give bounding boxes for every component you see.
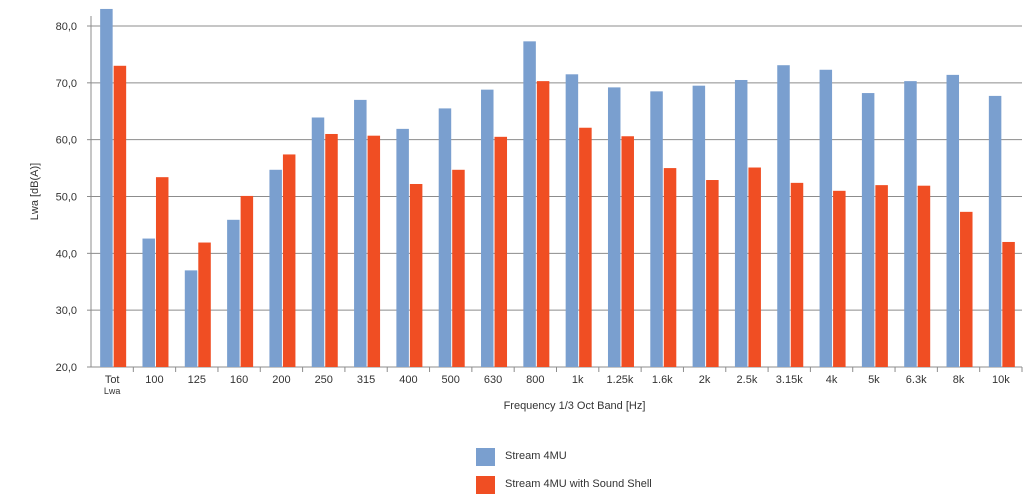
bar-series-2 (155, 177, 169, 367)
bar-series-2 (621, 136, 634, 367)
y-tick-label: 70,0 (56, 78, 77, 90)
x-tick-label: 500 (442, 374, 460, 386)
bar-series-1 (438, 108, 452, 368)
bar-series-1 (819, 69, 833, 368)
bar-series-2 (706, 180, 719, 367)
bar-series-2 (325, 133, 338, 367)
x-tick-label: 2.5k (737, 374, 758, 386)
bar-series-1 (354, 99, 367, 367)
legend-label-series-1: Stream 4MU (505, 450, 567, 462)
bar-series-2 (917, 185, 931, 367)
x-tick-label: 4k (826, 374, 838, 386)
x-tick-label: Tot Lwa (104, 374, 121, 396)
x-tick-label: 400 (399, 374, 417, 386)
x-tick-label: 630 (484, 374, 502, 386)
bar-series-1 (142, 238, 155, 367)
bar-series-1 (311, 117, 325, 367)
bar-series-1 (734, 79, 748, 367)
x-tick-label: 125 (188, 374, 206, 386)
bar-series-1 (481, 89, 494, 368)
bar-series-1 (650, 91, 663, 367)
bar-series-2 (579, 127, 592, 368)
x-tick-label: 200 (272, 374, 290, 386)
bar-series-1 (269, 169, 282, 367)
bar-series-1 (184, 270, 198, 367)
bar-chart: 20,0 30,0 40,0 50,0 60,0 70,0 80,0 Tot Lwa 100 125… (29, 8, 1023, 412)
y-tick-label: 20,0 (56, 362, 77, 374)
bar-series-1 (861, 93, 875, 368)
x-tick-label: 8k (953, 374, 965, 386)
bar-series-2 (282, 154, 296, 367)
bar-series-1 (565, 74, 579, 367)
x-tick-label: 1k (572, 374, 584, 386)
x-axis-label: Frequency 1/3 Oct Band [Hz] (504, 400, 646, 412)
bar-series-1 (692, 85, 706, 368)
x-tick-label: 1.6k (652, 374, 673, 386)
bar-series-2 (409, 183, 423, 367)
bar-series-2 (536, 81, 550, 368)
x-tick-label: 10k (992, 374, 1010, 386)
bar-series-1 (946, 74, 960, 368)
bar-series-2 (875, 185, 888, 367)
legend-swatch-series-1 (476, 448, 495, 466)
x-tick-label: 6.3k (906, 374, 927, 386)
bar-series-2 (960, 211, 973, 367)
legend-item-series-2: Stream 4MU with Sound Shell (476, 476, 836, 494)
bar-series-2 (833, 190, 846, 367)
x-tick-label: 315 (357, 374, 375, 386)
x-tick-label: 250 (315, 374, 333, 386)
x-tick-label: 100 (145, 374, 163, 386)
bar-series-2 (790, 182, 804, 367)
y-tick-label: 80,0 (56, 21, 77, 33)
y-tick-label: 60,0 (56, 135, 77, 147)
x-tick-label: 5k (868, 374, 880, 386)
bar-series-1 (396, 128, 409, 367)
bar-series-1 (988, 95, 1002, 367)
x-tick-label: 160 (230, 374, 248, 386)
bar-series-2 (1002, 241, 1015, 367)
bar-series-2 (663, 168, 677, 367)
bar-series-1 (227, 219, 240, 367)
bar-series-1 (904, 81, 917, 368)
legend-label-series-2: Stream 4MU with Sound Shell (505, 478, 652, 490)
bar-series-2 (198, 242, 211, 367)
bar-series-1 (523, 41, 536, 367)
bar-series-1 (777, 65, 790, 367)
x-tick-label: 1.25k (607, 374, 634, 386)
legend-swatch-series-2 (476, 476, 495, 494)
bar-series-2 (367, 135, 381, 367)
bar-series-2 (494, 136, 508, 367)
bar-series-2 (240, 195, 254, 367)
y-axis-label: Lwa [dB(A)] (29, 163, 41, 220)
x-tick-label: 3.15k (776, 374, 803, 386)
bar-series-1 (607, 87, 621, 367)
bar-series-2 (452, 169, 465, 367)
x-tick-label: 800 (526, 374, 544, 386)
y-tick-label: 50,0 (56, 192, 77, 204)
bar-series-2 (113, 65, 127, 368)
y-tick-label: 30,0 (56, 305, 77, 317)
bar-series-2 (748, 167, 761, 367)
y-tick-label: 40,0 (56, 248, 77, 260)
x-tick-label: 2k (699, 374, 711, 386)
legend-item-series-1: Stream 4MU (476, 448, 836, 466)
bar-series-1 (100, 8, 113, 367)
